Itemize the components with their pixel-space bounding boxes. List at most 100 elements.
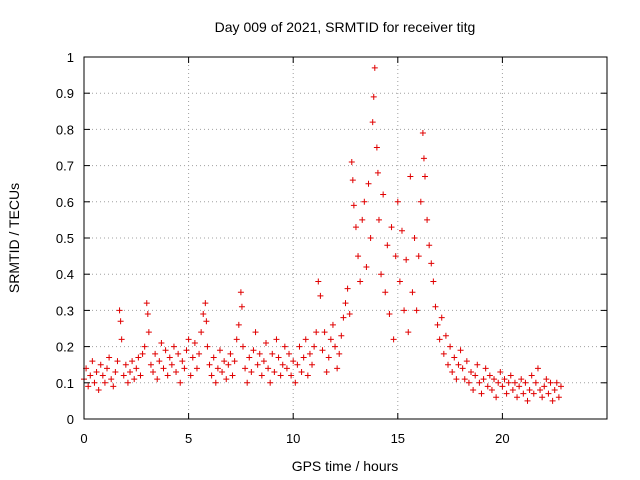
data-point <box>248 368 255 375</box>
data-point <box>442 332 449 339</box>
data-point <box>250 347 257 354</box>
data-point <box>283 365 290 372</box>
data-point <box>445 361 452 368</box>
data-point <box>104 365 111 372</box>
data-point <box>97 361 104 368</box>
y-tick-label: 0.5 <box>56 231 74 246</box>
data-point <box>365 180 372 187</box>
data-point <box>371 64 378 71</box>
data-point <box>453 376 460 383</box>
data-point <box>275 354 282 361</box>
data-point <box>200 311 207 318</box>
x-tick-labels: 0 5 10 15 20 <box>80 431 509 446</box>
y-tick-label: 0.1 <box>56 376 74 391</box>
data-point <box>363 263 370 270</box>
data-point <box>409 289 416 296</box>
data-point <box>405 329 412 336</box>
data-point <box>187 372 194 379</box>
data-point <box>302 336 309 343</box>
data-point <box>131 376 138 383</box>
data-point <box>99 372 106 379</box>
data-point <box>216 347 223 354</box>
y-tick-label: 0.8 <box>56 122 74 137</box>
data-point <box>407 173 414 180</box>
x-axis-label: GPS time / hours <box>292 458 399 474</box>
data-point <box>390 336 397 343</box>
data-point <box>370 93 377 100</box>
data-point <box>474 361 481 368</box>
data-point <box>484 383 491 390</box>
data-point <box>292 379 299 386</box>
data-point <box>315 278 322 285</box>
data-point <box>421 173 428 180</box>
data-point <box>170 343 177 350</box>
data-point <box>553 379 560 386</box>
x-tick-label: 5 <box>185 431 192 446</box>
data-point <box>486 372 493 379</box>
data-point <box>279 361 286 368</box>
data-point <box>152 350 159 357</box>
data-point <box>455 361 462 368</box>
data-point <box>367 235 374 241</box>
data-point <box>129 358 136 365</box>
data-point <box>468 368 475 375</box>
data-point <box>373 144 380 151</box>
data-point <box>528 372 535 379</box>
y-tick-label: 1 <box>67 50 74 65</box>
data-point <box>342 300 349 307</box>
data-point <box>488 387 495 394</box>
data-point <box>294 361 301 368</box>
data-point <box>424 216 431 223</box>
data-point <box>329 321 336 328</box>
data-point <box>242 365 249 372</box>
data-point <box>124 379 131 386</box>
data-point <box>202 300 209 307</box>
data-point <box>551 387 558 394</box>
data-point <box>214 365 221 372</box>
data-point <box>206 361 213 368</box>
data-point <box>95 387 102 394</box>
data-point <box>212 379 219 386</box>
data-point <box>117 318 124 325</box>
data-point <box>386 311 393 318</box>
data-point <box>520 390 527 397</box>
data-point <box>160 365 167 372</box>
data-point <box>516 383 523 390</box>
y-tick-labels: 0 0.1 0.2 0.3 0.4 0.5 0.6 0.7 0.8 0.9 1 <box>56 50 74 427</box>
data-point <box>108 376 115 383</box>
data-point <box>191 339 198 346</box>
data-point <box>144 311 151 318</box>
data-point <box>384 242 391 249</box>
data-point <box>493 394 500 401</box>
data-point <box>139 350 146 357</box>
data-point <box>141 343 148 350</box>
data-point <box>463 358 470 365</box>
x-tick-label: 15 <box>391 431 405 446</box>
data-point <box>277 372 284 379</box>
data-point <box>495 379 502 386</box>
data-point <box>350 202 357 209</box>
data-point <box>177 379 184 386</box>
data-point <box>321 329 328 336</box>
data-point <box>549 397 556 404</box>
data-point <box>231 358 238 365</box>
data-point <box>357 278 364 285</box>
data-point <box>382 289 389 296</box>
data-point <box>135 354 142 361</box>
y-tick-label: 0 <box>67 412 74 427</box>
data-point <box>361 198 368 205</box>
data-point <box>401 307 408 314</box>
data-point <box>461 376 468 383</box>
data-point <box>470 387 477 394</box>
data-point <box>298 368 305 375</box>
data-point <box>237 289 244 296</box>
data-point <box>417 198 424 205</box>
data-point <box>252 329 259 336</box>
data-point <box>137 372 144 379</box>
data-point <box>332 343 339 350</box>
data-point <box>491 376 498 383</box>
data-point <box>210 354 217 361</box>
data-point <box>112 368 119 375</box>
data-point <box>265 365 272 372</box>
data-point <box>497 368 504 375</box>
